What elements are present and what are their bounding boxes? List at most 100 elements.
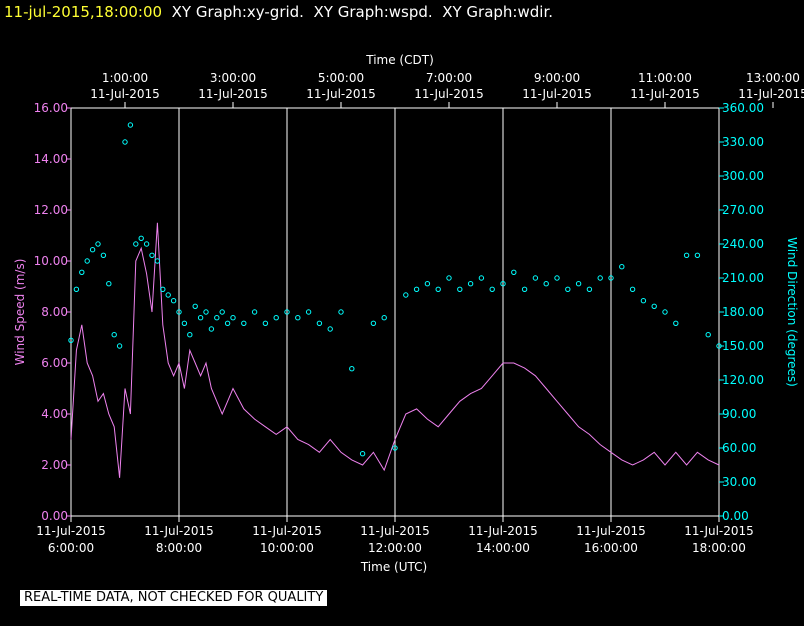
wind-direction-point (197, 315, 204, 321)
right-tick-label: 360.00 (722, 101, 764, 115)
wind-direction-point (133, 241, 139, 247)
wind-direction-point (111, 332, 117, 338)
wind-direction-point (327, 326, 333, 332)
bottom-tick-date: 11-Jul-2015 (576, 524, 646, 538)
wind-direction-point (435, 286, 441, 292)
wind-direction-point (100, 252, 107, 259)
wind-direction-point (359, 451, 366, 457)
left-tick-label: 8.00 (41, 305, 68, 319)
wind-direction-point (241, 320, 247, 326)
wind-direction-point (478, 275, 485, 281)
right-tick-label: 180.00 (722, 305, 764, 319)
wind-direction-point (79, 269, 85, 275)
wind-direction-point (316, 320, 323, 326)
wind-direction-point (683, 252, 690, 259)
bottom-tick-time: 16:00:00 (584, 541, 638, 555)
wind-direction-point (694, 252, 701, 259)
left-tick-label: 12.00 (34, 203, 68, 217)
wind-direction-point (224, 320, 231, 326)
right-tick-label: 240.00 (722, 237, 764, 251)
wind-direction-point (392, 445, 398, 451)
y-right-axis-label: Wind Direction (degrees) (785, 237, 799, 387)
top-tick-date: 11-Jul-2015 (522, 87, 592, 101)
wind-direction-point (154, 258, 161, 264)
right-tick-label: 90.00 (722, 407, 756, 421)
bottom-tick-date: 11-Jul-2015 (36, 524, 106, 538)
quality-notice: REAL-TIME DATA, NOT CHECKED FOR QUALITY (20, 590, 328, 606)
top-tick-date: 11-Jul-2015 (630, 87, 700, 101)
wind-direction-point (500, 281, 506, 287)
wind-direction-point (165, 292, 171, 298)
wind-direction-point (381, 315, 387, 321)
left-tick-label: 2.00 (41, 458, 68, 472)
wind-direction-point (565, 286, 571, 292)
top-tick-time: 7:00:00 (426, 71, 472, 85)
wind-direction-point (608, 275, 614, 281)
wind-direction-point (413, 286, 420, 292)
top-tick-time: 9:00:00 (534, 71, 580, 85)
wind-direction-point (219, 309, 225, 315)
wind-direction-point (305, 309, 312, 315)
right-tick-label: 30.00 (722, 475, 756, 489)
y-left-axis-label: Wind Speed (m/s) (13, 259, 27, 366)
wind-direction-point (122, 139, 128, 145)
bottom-tick-time: 6:00:00 (48, 541, 94, 555)
wind-speed-line (70, 222, 720, 478)
wind-direction-point (138, 235, 144, 242)
wind-direction-point (349, 366, 355, 372)
wind-direction-point (662, 309, 668, 315)
wind-direction-point (651, 303, 657, 309)
wind-direction-point (84, 258, 90, 264)
wind-direction-point (176, 309, 182, 315)
wind-direction-point (554, 275, 560, 281)
wind-direction-point (597, 275, 603, 281)
top-tick-time: 11:00:00 (638, 71, 692, 85)
left-tick-label: 16.00 (34, 101, 68, 115)
wind-direction-point (640, 298, 647, 304)
wind-direction-point (705, 332, 711, 338)
bottom-tick-date: 11-Jul-2015 (360, 524, 430, 538)
wind-speed-series (70, 222, 720, 478)
wind-direction-point (116, 343, 123, 349)
wind-direction-point (489, 286, 495, 292)
header-title-grid: XY Graph:xy-grid. (171, 3, 304, 21)
wind-direction-point (273, 315, 279, 321)
right-tick-label: 270.00 (722, 203, 764, 217)
wind-direction-point (203, 309, 209, 315)
wind-direction-point (532, 275, 539, 281)
wind-direction-point (575, 281, 582, 287)
wind-direction-point (68, 337, 74, 343)
x-top-axis-label: Time (CDT) (365, 53, 434, 67)
wind-direction-point (208, 326, 215, 332)
right-tick-label: 330.00 (722, 135, 764, 149)
top-tick-date: 11-Jul-2015 (198, 87, 268, 101)
header-title-wdir: XY Graph:wdir. (442, 3, 554, 21)
grid-lines (178, 108, 612, 516)
bottom-tick-time: 8:00:00 (156, 541, 202, 555)
wind-direction-point (629, 286, 636, 292)
wind-direction-point (370, 320, 377, 326)
wind-direction-point (181, 320, 188, 326)
wind-direction-point (424, 281, 431, 287)
wind-direction-point (170, 298, 177, 304)
top-tick-date: 11-Jul-2015 (90, 87, 160, 101)
wind-direction-point (95, 241, 101, 247)
wind-direction-point (143, 241, 150, 247)
top-tick-time: 5:00:00 (318, 71, 364, 85)
wind-direction-point (284, 309, 290, 315)
wind-direction-point (673, 320, 679, 326)
wind-direction-point (187, 332, 193, 338)
wind-direction-point (192, 303, 198, 309)
axis-ticks: 11-Jul-2015 6:00:00 11-Jul-2015 8:00:00 11-J… (34, 71, 804, 555)
graph-header: 11-jul-2015,18:00:00 XY Graph:xy-grid. X… (4, 3, 553, 21)
bottom-tick-time: 14:00:00 (476, 541, 530, 555)
wind-direction-point (511, 269, 517, 275)
bottom-tick-time: 18:00:00 (692, 541, 746, 555)
top-tick-date: 11-Jul-2015 (414, 87, 484, 101)
bottom-tick-time: 10:00:00 (260, 541, 314, 555)
top-tick-date: 11-Jul-2015 (738, 87, 804, 101)
x-bottom-axis-label: Time (UTC) (360, 560, 427, 574)
right-tick-label: 60.00 (722, 441, 756, 455)
wind-direction-point (73, 286, 80, 292)
